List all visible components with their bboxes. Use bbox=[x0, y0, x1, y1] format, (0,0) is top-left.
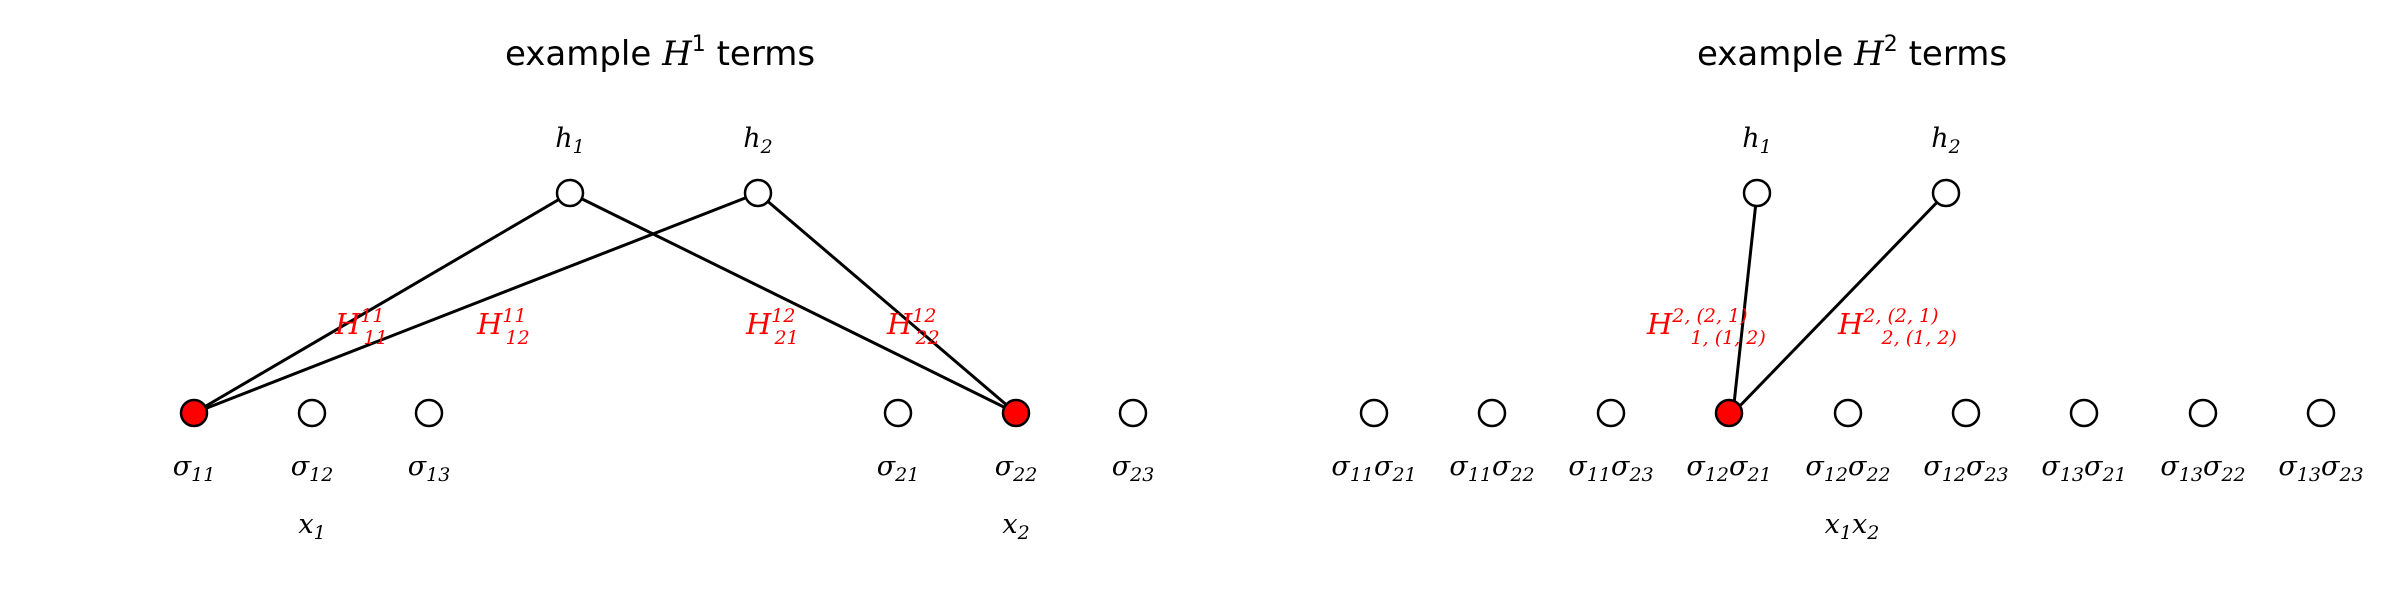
visible-node-sigma22 bbox=[1001, 398, 1031, 428]
visible-label-pair-13-21: σ13σ21 bbox=[2041, 451, 2126, 486]
hidden-label-h1: h1 bbox=[555, 123, 584, 158]
visible-node-pair-11-23 bbox=[1596, 398, 1626, 428]
panel-h1-title: example H1 terms bbox=[505, 32, 815, 74]
visible-label-pair-11-22: σ11σ22 bbox=[1449, 451, 1534, 486]
visible-node-pair-13-22 bbox=[2188, 398, 2218, 428]
hidden-node-h1 bbox=[555, 178, 585, 208]
edge-h1-pair-12-21 bbox=[1731, 192, 1759, 414]
visible-node-sigma11 bbox=[179, 398, 209, 428]
edge-label-h2-2: H2, (2, 1) 2, (1, 2) bbox=[1837, 305, 1957, 349]
visible-node-pair-12-21 bbox=[1714, 398, 1744, 428]
edge-label-h21: H12 21 bbox=[745, 305, 799, 349]
visible-node-sigma21 bbox=[883, 398, 913, 428]
visible-label-pair-11-21: σ11σ21 bbox=[1331, 451, 1416, 486]
visible-label-pair-12-22: σ12σ22 bbox=[1805, 451, 1890, 486]
edge-h2-sigma11 bbox=[193, 191, 759, 415]
visible-label-sigma11: σ11 bbox=[173, 451, 216, 486]
visible-label-pair-12-21: σ12σ21 bbox=[1686, 451, 1771, 486]
edge-h2-sigma22 bbox=[757, 191, 1017, 415]
edge-h2-pair-12-21 bbox=[1731, 191, 1948, 415]
visible-label-sigma13: σ13 bbox=[408, 451, 451, 486]
visible-node-sigma12 bbox=[297, 398, 327, 428]
visible-node-pair-12-22 bbox=[1833, 398, 1863, 428]
edge-h1-sigma11 bbox=[193, 191, 571, 415]
hidden-label-h1: h1 bbox=[1742, 123, 1771, 158]
panel-h1-visible-nodes: σ11 σ12 σ13 σ21 σ22 σ23 bbox=[173, 398, 1155, 486]
edge-label-h22: H12 22 bbox=[886, 305, 940, 349]
visible-node-sigma23 bbox=[1118, 398, 1148, 428]
visible-node-sigma13 bbox=[414, 398, 444, 428]
visible-node-pair-13-23 bbox=[2306, 398, 2336, 428]
visible-label-sigma22: σ22 bbox=[995, 451, 1038, 486]
visible-label-pair-12-23: σ12σ23 bbox=[1923, 451, 2008, 486]
visible-label-sigma12: σ12 bbox=[291, 451, 334, 486]
panel-h2: example H2 terms H2, (2, 1) 1, (1, 2) H2,… bbox=[1331, 32, 2363, 544]
visible-node-pair-12-23 bbox=[1951, 398, 1981, 428]
visible-label-sigma21: σ21 bbox=[877, 451, 920, 486]
group-label-x1: x1 bbox=[298, 509, 325, 544]
group-label-x1x2: x1x2 bbox=[1825, 509, 1880, 544]
hidden-label-h2: h2 bbox=[743, 123, 772, 158]
visible-label-sigma23: σ23 bbox=[1112, 451, 1155, 486]
group-label-x2: x2 bbox=[1002, 509, 1029, 544]
visible-label-pair-13-23: σ13σ23 bbox=[2278, 451, 2363, 486]
edge-label-h12: H11 12 bbox=[476, 305, 530, 349]
visible-node-pair-11-22 bbox=[1477, 398, 1507, 428]
visible-label-pair-11-23: σ11σ23 bbox=[1568, 451, 1653, 486]
panel-h2-title: example H2 terms bbox=[1697, 32, 2007, 74]
hidden-node-h2 bbox=[743, 178, 773, 208]
visible-node-pair-11-21 bbox=[1359, 398, 1389, 428]
visible-label-pair-13-22: σ13σ22 bbox=[2160, 451, 2245, 486]
edge-h1-sigma22 bbox=[569, 191, 1017, 415]
edge-label-h11: H11 11 bbox=[334, 305, 388, 349]
panel-h1: example H1 terms H11 11 H11 12 H12 21 H12 22… bbox=[173, 32, 1155, 544]
hidden-node-h1 bbox=[1742, 178, 1772, 208]
hidden-node-h2 bbox=[1931, 178, 1961, 208]
hidden-label-h2: h2 bbox=[1931, 123, 1960, 158]
panel-h2-visible-nodes: σ11σ21 σ11σ22 σ11σ23 σ12σ21 σ12σ22 σ12σ23 σ13σ… bbox=[1331, 398, 2364, 486]
visible-node-pair-13-21 bbox=[2069, 398, 2099, 428]
edge-label-h2-1: H2, (2, 1) 1, (1, 2) bbox=[1646, 305, 1766, 349]
